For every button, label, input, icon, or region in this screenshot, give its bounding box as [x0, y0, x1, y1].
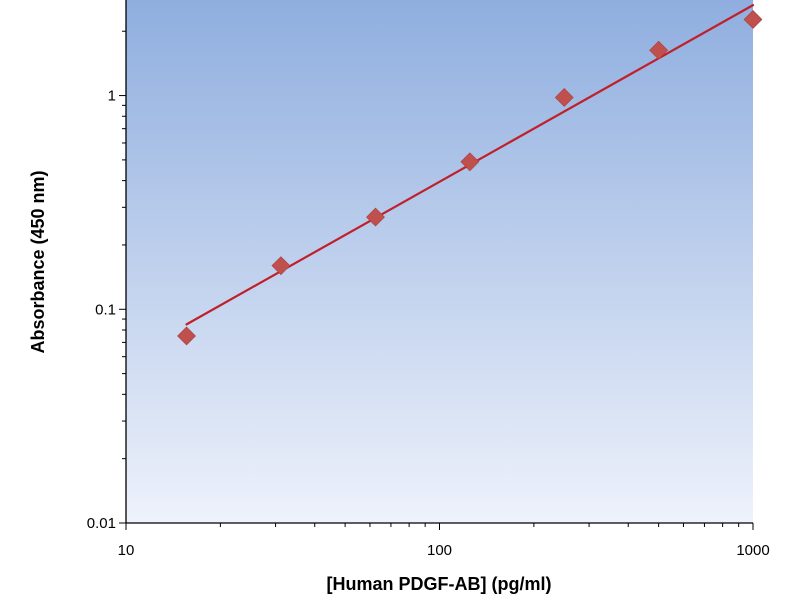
- data-point-marker: [554, 88, 574, 107]
- x-tick-label: 100: [427, 542, 452, 559]
- data-point-marker: [271, 256, 291, 276]
- data-point-marker: [366, 207, 385, 227]
- data-point-marker: [743, 10, 763, 29]
- y-tick-label: 0.01: [87, 515, 116, 532]
- x-tick-label: 10: [118, 542, 135, 559]
- data-point-marker: [177, 326, 196, 346]
- data-point-marker: [649, 40, 669, 60]
- tick-marks: [119, 30, 754, 530]
- x-tick-label: 1000: [736, 542, 769, 559]
- plot-area: [126, 0, 753, 523]
- data-markers: [177, 10, 763, 346]
- y-tick-label: 1: [108, 88, 116, 105]
- x-axis-label: [Human PDGF-AB] (pg/ml): [327, 574, 552, 594]
- data-point-marker: [460, 152, 480, 172]
- tick-labels: 10 100 1000 0.01 0.1 1: [87, 88, 770, 559]
- y-axis-label: Absorbance (450 nm): [28, 170, 48, 353]
- y-tick-label: 0.1: [95, 301, 116, 318]
